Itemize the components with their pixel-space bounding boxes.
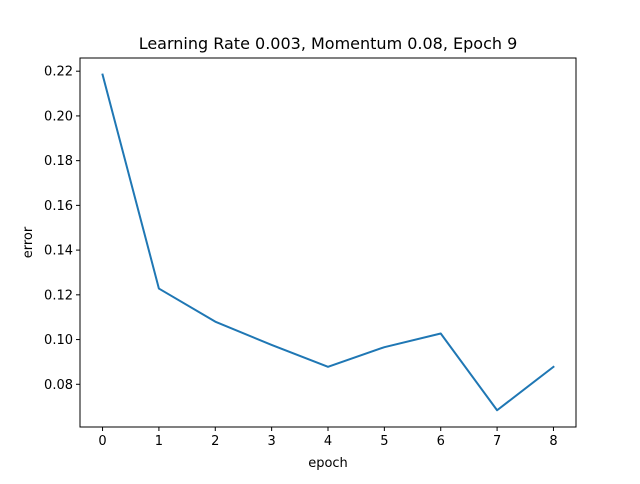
chart-title: Learning Rate 0.003, Momentum 0.08, Epoc… (139, 34, 518, 53)
x-tick-label: 1 (155, 434, 163, 449)
y-tick-label: 0.14 (44, 244, 73, 259)
y-tick-label: 0.20 (44, 109, 73, 124)
x-tick-label: 6 (437, 434, 445, 449)
x-tick-label: 8 (549, 434, 557, 449)
x-tick-label: 3 (267, 434, 275, 449)
y-tick-label: 0.12 (44, 288, 73, 303)
x-tick-label: 7 (493, 434, 501, 449)
plot-frame (79, 57, 577, 428)
y-tick-label: 0.08 (44, 378, 73, 393)
y-tick-label: 0.22 (44, 65, 73, 80)
error-series-line (101, 73, 555, 412)
x-axis-label: epoch (308, 456, 348, 471)
y-axis-ticks: 0.08 0.10 0.12 0.14 0.16 0.18 0.20 0.22 (44, 65, 80, 393)
y-tick-label: 0.10 (44, 333, 73, 348)
y-axis-label: error (21, 226, 36, 258)
x-tick-label: 2 (211, 434, 219, 449)
x-tick-label: 4 (324, 434, 332, 449)
x-tick-label: 5 (380, 434, 388, 449)
y-tick-label: 0.18 (44, 154, 73, 169)
y-tick-label: 0.16 (44, 199, 73, 214)
x-axis-ticks: 0 1 2 3 4 5 6 7 8 (98, 427, 558, 449)
x-tick-label: 0 (98, 434, 106, 449)
